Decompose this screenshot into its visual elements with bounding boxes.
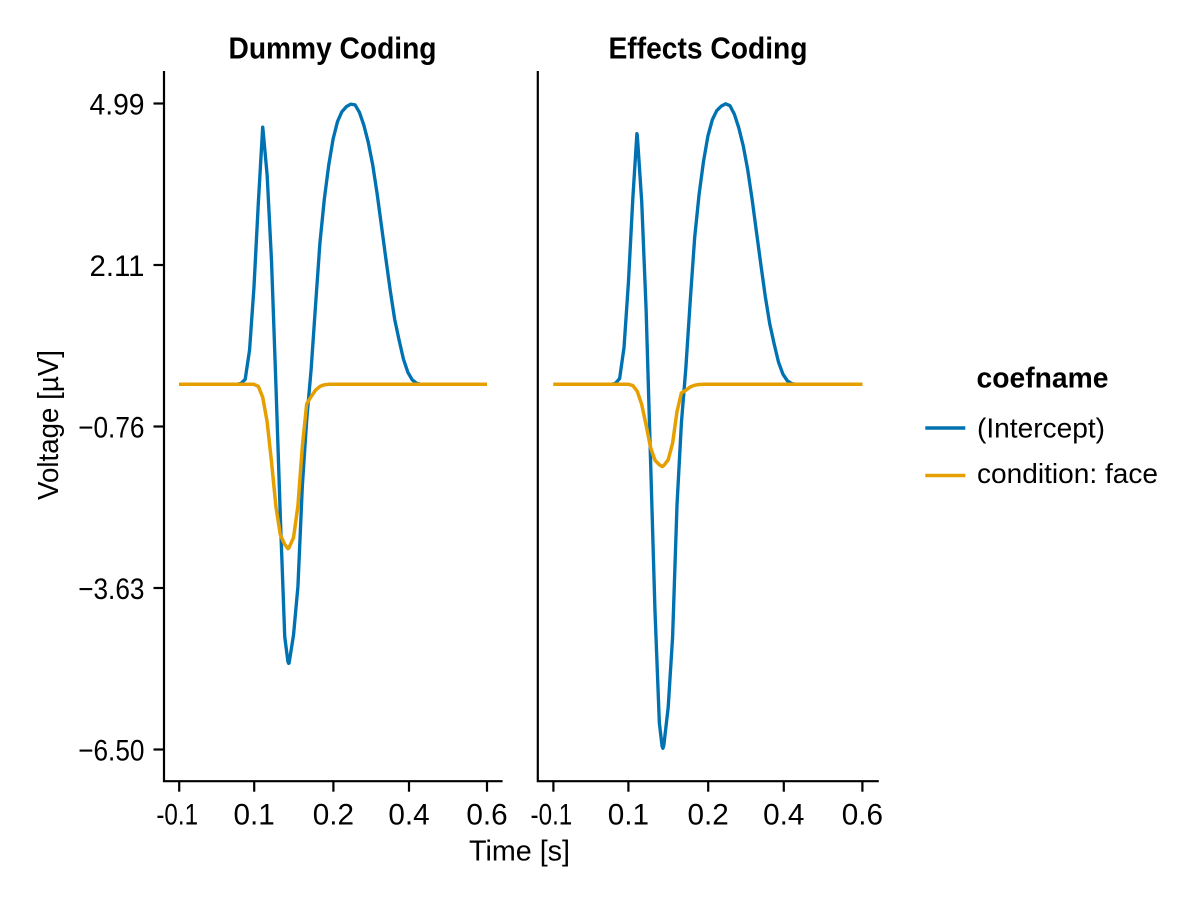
svg-text:condition: face: condition: face	[977, 458, 1158, 489]
svg-text:-0.1: -0.1	[156, 799, 198, 832]
svg-text:coefname: coefname	[977, 363, 1109, 395]
svg-text:0.1: 0.1	[234, 799, 275, 832]
svg-text:-0.1: -0.1	[531, 799, 573, 832]
svg-text:0.4: 0.4	[763, 799, 804, 832]
svg-text:Dummy Coding: Dummy Coding	[229, 31, 437, 66]
svg-text:Time [s]: Time [s]	[469, 835, 570, 867]
svg-text:0.2: 0.2	[688, 799, 729, 832]
svg-text:0.4: 0.4	[388, 799, 429, 832]
svg-text:0.6: 0.6	[842, 799, 883, 832]
svg-text:Voltage [µV]: Voltage [µV]	[33, 350, 65, 500]
svg-text:−6.50: −6.50	[78, 735, 144, 768]
svg-text:4.99: 4.99	[90, 89, 145, 122]
svg-text:0.2: 0.2	[313, 799, 354, 832]
svg-text:0.1: 0.1	[608, 799, 649, 832]
svg-text:−3.63: −3.63	[78, 573, 144, 606]
svg-text:Effects Coding: Effects Coding	[609, 31, 808, 66]
svg-text:0.6: 0.6	[466, 799, 507, 832]
svg-text:−0.76: −0.76	[78, 412, 144, 445]
svg-text:2.11: 2.11	[90, 250, 145, 283]
svg-text:(Intercept): (Intercept)	[977, 412, 1105, 443]
